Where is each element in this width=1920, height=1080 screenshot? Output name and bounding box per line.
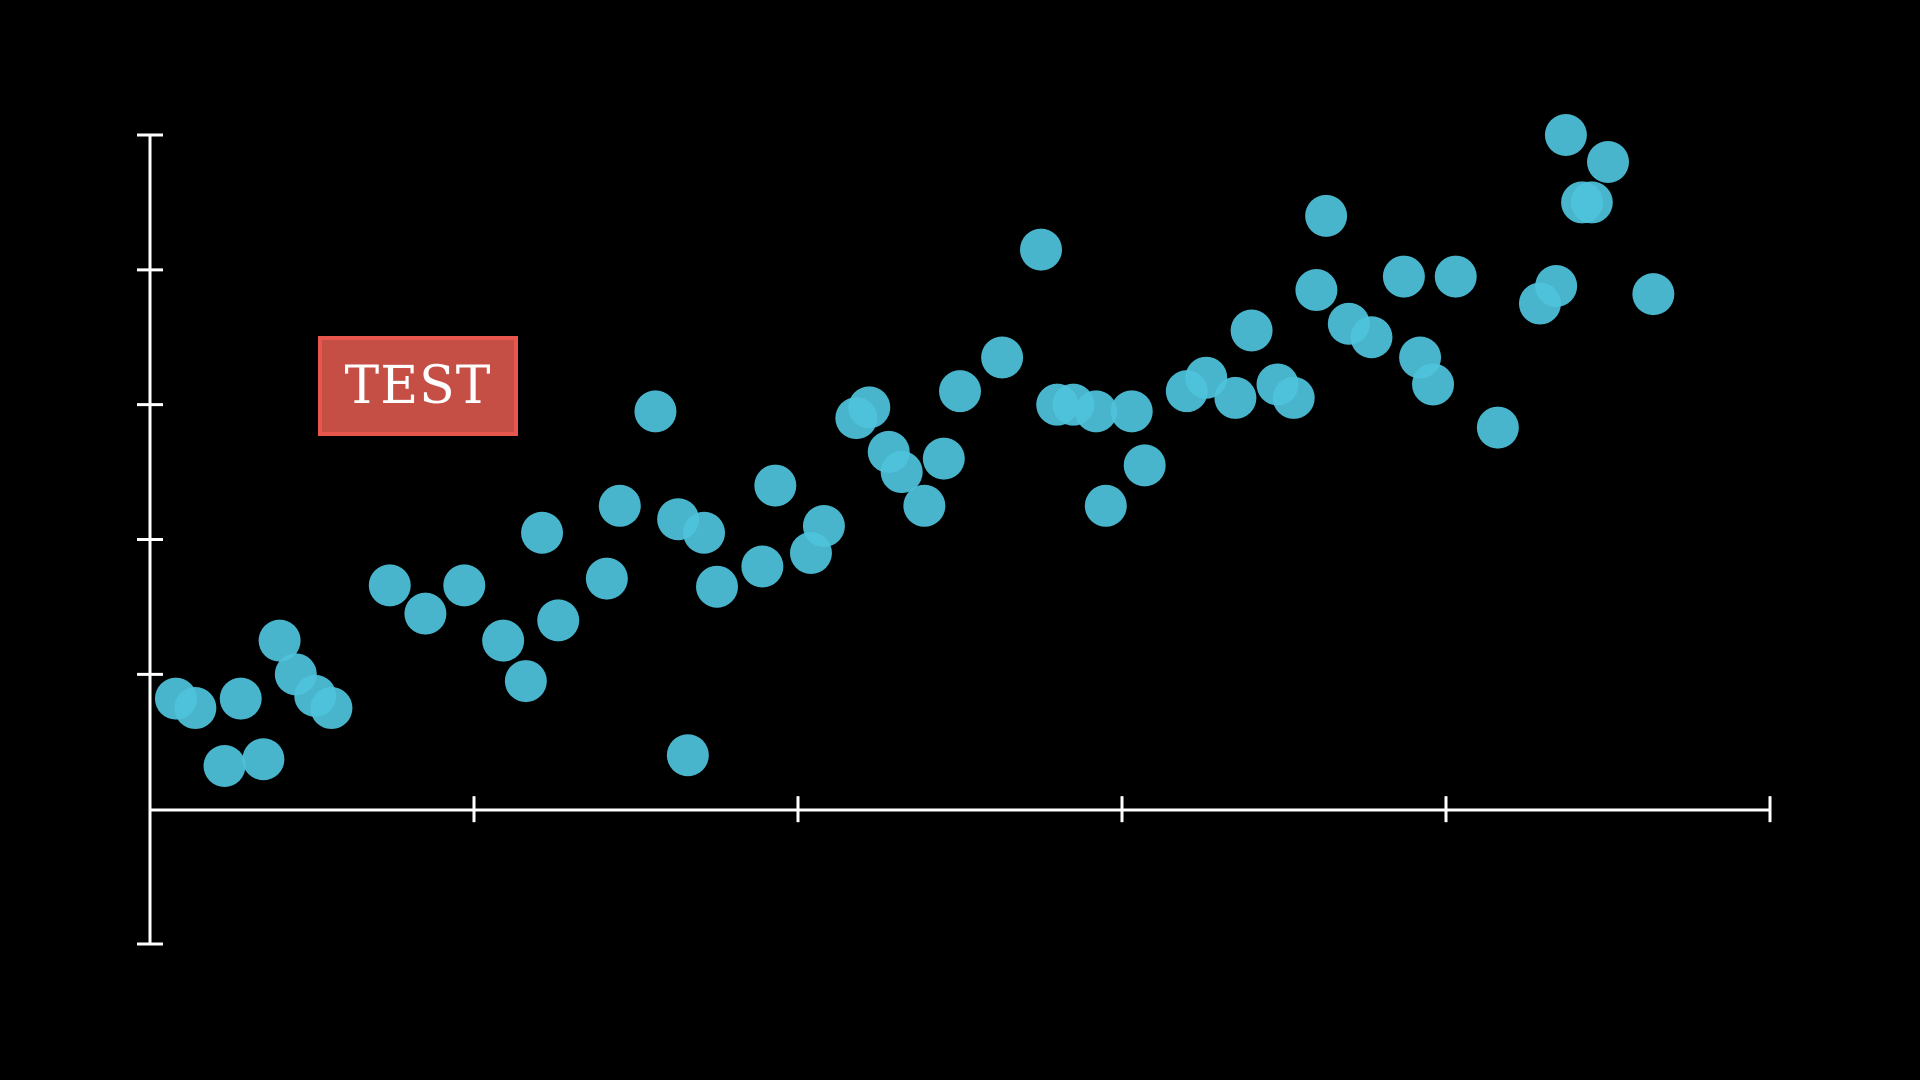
data-point xyxy=(1412,363,1455,406)
data-point xyxy=(903,484,946,527)
data-point xyxy=(754,464,797,507)
data-point xyxy=(310,687,353,730)
data-point xyxy=(598,484,641,527)
data-point xyxy=(666,734,709,777)
data-point xyxy=(482,619,525,662)
data-point xyxy=(1305,194,1348,237)
test-badge-label: TEST xyxy=(344,356,492,416)
data-point xyxy=(1570,181,1613,224)
data-point xyxy=(848,386,891,429)
data-point xyxy=(1123,444,1166,487)
data-point xyxy=(537,599,580,642)
data-point xyxy=(1434,255,1477,298)
data-point xyxy=(1544,114,1587,156)
test-badge: TEST xyxy=(318,336,518,436)
data-point xyxy=(242,738,285,781)
data-point xyxy=(1075,390,1118,433)
x-axis-ticks xyxy=(472,796,1772,823)
data-point xyxy=(1185,356,1228,399)
data-point xyxy=(683,511,726,554)
data-point xyxy=(939,370,981,413)
data-point xyxy=(981,336,1024,379)
data-point xyxy=(258,619,301,662)
axes xyxy=(137,133,1772,946)
data-point xyxy=(1084,484,1127,527)
data-point xyxy=(802,505,845,548)
data-point xyxy=(1535,265,1578,308)
data-point xyxy=(880,451,923,494)
data-point xyxy=(521,511,564,554)
y-axis-ticks xyxy=(137,133,163,946)
data-point xyxy=(404,592,447,635)
data-point xyxy=(1230,309,1273,352)
data-point xyxy=(1382,255,1425,298)
data-point xyxy=(1295,269,1338,312)
data-point xyxy=(219,677,262,720)
data-point xyxy=(174,687,217,730)
data-point xyxy=(203,745,246,788)
data-point xyxy=(634,390,677,433)
data-point xyxy=(1214,376,1257,419)
data-point xyxy=(1110,390,1153,433)
data-point xyxy=(696,565,738,608)
data-point xyxy=(1020,228,1062,271)
data-point xyxy=(504,660,547,703)
data-point xyxy=(1632,273,1675,316)
data-point xyxy=(922,437,965,480)
data-point xyxy=(1476,406,1519,449)
data-point xyxy=(741,545,784,588)
data-point xyxy=(1350,316,1393,359)
data-point xyxy=(368,564,411,607)
data-point xyxy=(443,564,486,607)
data-point xyxy=(1272,376,1315,419)
data-point xyxy=(1587,140,1629,183)
data-points xyxy=(154,114,1675,788)
data-point xyxy=(585,557,628,600)
